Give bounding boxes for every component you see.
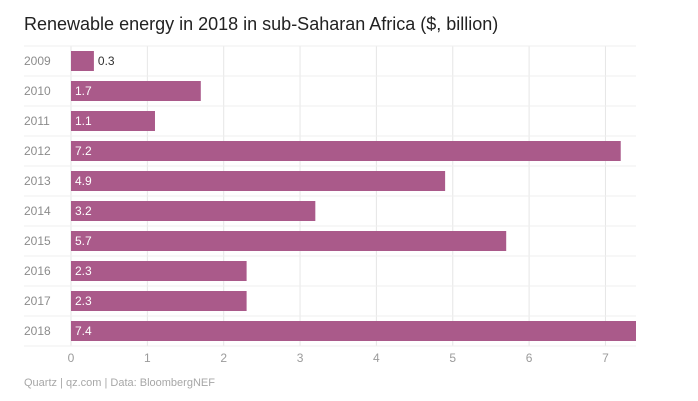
x-tick-label-2: 2 (220, 351, 227, 365)
bar-2015 (71, 231, 507, 251)
x-tick-label-3: 3 (297, 351, 304, 365)
value-label-2015: 5.7 (75, 234, 92, 248)
category-label-2013: 2013 (24, 174, 51, 188)
x-tick-label-1: 1 (144, 351, 151, 365)
value-label-2010: 1.7 (75, 84, 92, 98)
bar-2011 (71, 111, 155, 131)
chart-source: Quartz | qz.com | Data: BloombergNEF (24, 377, 215, 389)
category-label-2018: 2018 (24, 324, 51, 338)
bar-layer (71, 51, 636, 341)
category-label-2009: 2009 (24, 54, 51, 68)
category-label-2010: 2010 (24, 84, 51, 98)
value-label-2013: 4.9 (75, 174, 92, 188)
value-label-2018: 7.4 (75, 324, 92, 338)
bar-2018 (71, 321, 636, 341)
bar-2014 (71, 201, 316, 221)
bar-2016 (71, 261, 247, 281)
bar-2012 (71, 141, 621, 161)
category-label-2011: 2011 (24, 114, 50, 128)
grid-layer (24, 45, 636, 347)
axis-layer: 0 1 2 3 4 5 6 7 (68, 351, 609, 365)
value-label-2017: 2.3 (75, 294, 92, 308)
value-label-2009: 0.3 (98, 54, 115, 68)
bar-2013 (71, 171, 446, 191)
x-tick-label-4: 4 (373, 351, 380, 365)
value-label-2012: 7.2 (75, 144, 92, 158)
category-label-2015: 2015 (24, 234, 51, 248)
chart-title: Renewable energy in 2018 in sub-Saharan … (24, 14, 499, 34)
category-label-2014: 2014 (24, 204, 51, 218)
value-label-2011: 1.1 (75, 114, 92, 128)
bar-2010 (71, 81, 201, 101)
label-layer: 2009 0.3 2010 1.7 2011 1.1 2012 7.2 2013 4.9 2014 3… (24, 54, 115, 338)
value-label-2014: 3.2 (75, 204, 92, 218)
x-tick-label-0: 0 (68, 351, 75, 365)
bar-2009 (71, 51, 94, 71)
x-tick-label-7: 7 (602, 351, 609, 365)
value-label-2016: 2.3 (75, 264, 92, 278)
category-label-2016: 2016 (24, 264, 51, 278)
category-label-2017: 2017 (24, 294, 51, 308)
bar-2017 (71, 291, 247, 311)
x-tick-label-5: 5 (449, 351, 456, 365)
category-label-2012: 2012 (24, 144, 51, 158)
x-tick-label-6: 6 (526, 351, 533, 365)
